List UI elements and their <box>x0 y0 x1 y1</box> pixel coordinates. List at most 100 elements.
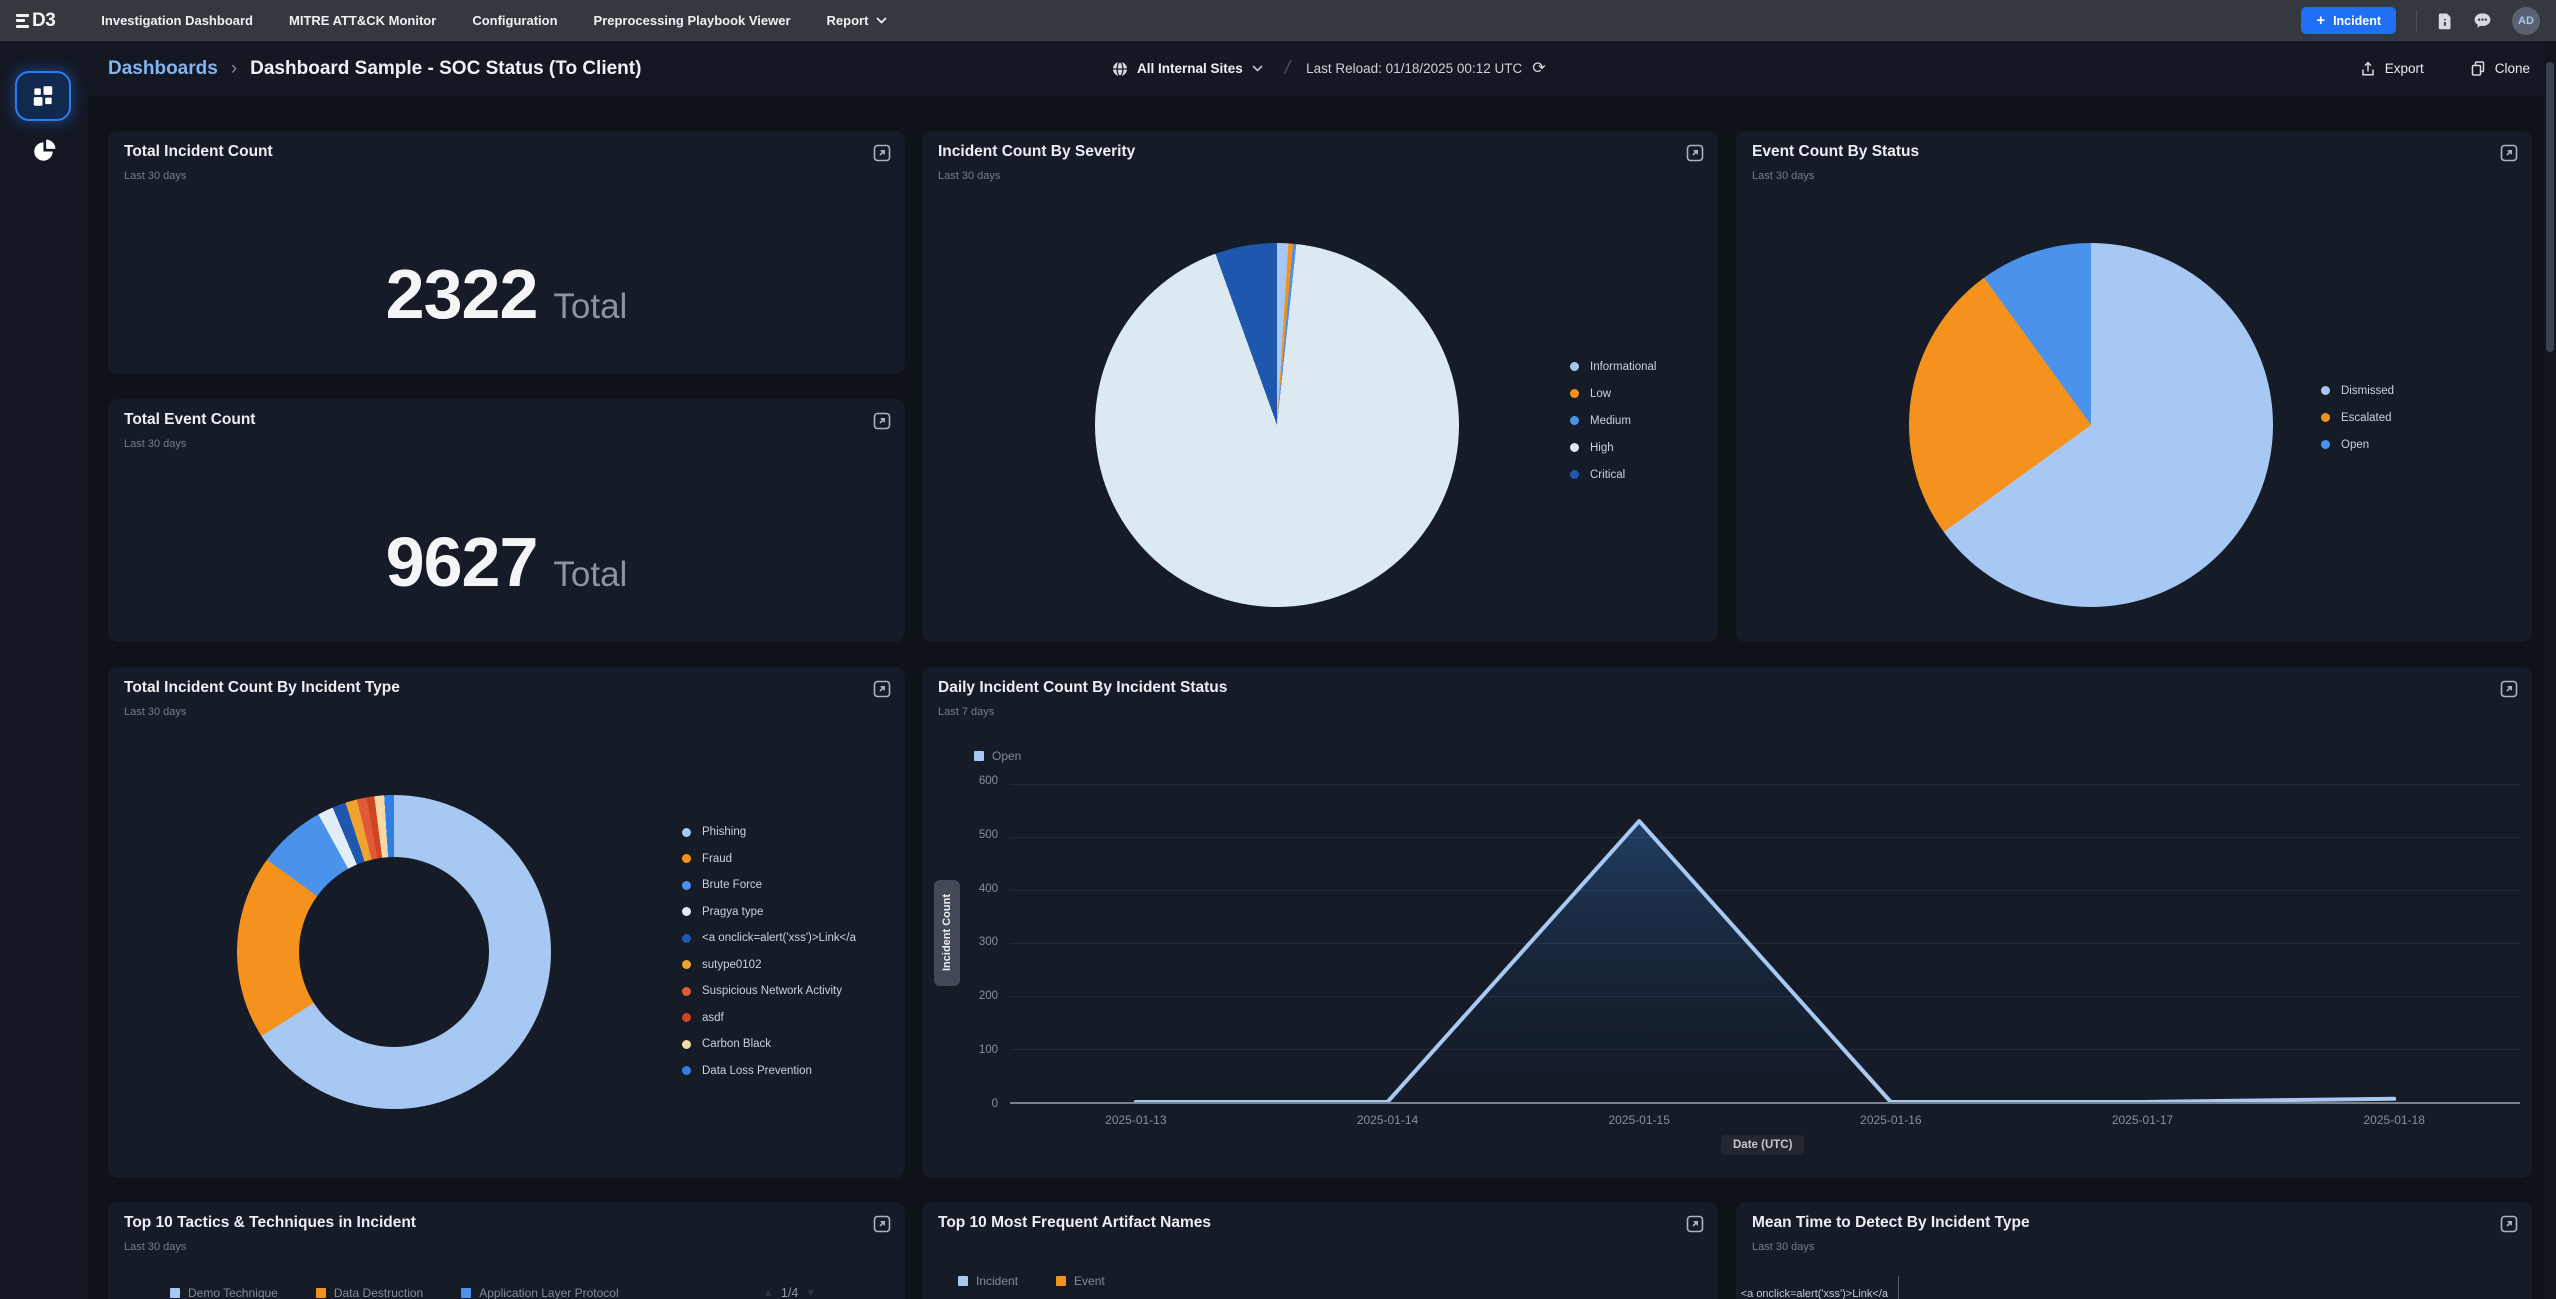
severity-legend: Informational Low Medium High Critical <box>1570 353 1656 488</box>
tactics-legend: Demo Technique Data Destruction Applicatio… <box>170 1286 619 1299</box>
expand-icon[interactable] <box>873 680 891 698</box>
legend-label: Low <box>1590 388 1611 400</box>
legend-item[interactable]: Pragya type <box>682 899 856 926</box>
chevron-down-icon[interactable] <box>1252 65 1263 72</box>
expand-icon[interactable] <box>873 144 891 162</box>
page-indicator: 1/4 <box>781 1286 798 1299</box>
legend-label: High <box>1590 442 1614 454</box>
legend-item[interactable]: Suspicious Network Activity <box>682 978 856 1005</box>
incident-type-donut-chart[interactable] <box>237 795 551 1109</box>
legend-item[interactable]: Phishing <box>682 819 856 846</box>
clone-icon <box>2470 60 2486 77</box>
legend-label: Brute Force <box>702 879 762 891</box>
legend-item[interactable]: Brute Force <box>682 872 856 899</box>
clone-button[interactable]: Clone <box>2470 60 2530 77</box>
axis-tick-label: 0 <box>992 1099 998 1111</box>
card-title: Top 10 Tactics & Techniques in Incident <box>124 1214 416 1232</box>
legend-swatch <box>682 828 691 837</box>
page-up-icon[interactable]: ▲ <box>763 1288 774 1299</box>
legend-item[interactable]: Dismissed <box>2321 377 2394 404</box>
refresh-icon[interactable]: ⟳ <box>1532 61 1545 77</box>
artifacts-legend: Incident Event <box>958 1274 1105 1288</box>
scrollbar-thumb[interactable] <box>2546 62 2554 352</box>
menu-mitre-attck-monitor[interactable]: MITRE ATT&CK Monitor <box>289 13 436 28</box>
sidebar-item-reports[interactable] <box>31 138 57 164</box>
legend-label: Incident <box>976 1274 1018 1288</box>
legend-label: Data Destruction <box>334 1286 423 1299</box>
legend-item[interactable]: Escalated <box>2321 404 2394 431</box>
pie-chart-icon <box>31 138 57 164</box>
menu-preprocessing-playbook-viewer[interactable]: Preprocessing Playbook Viewer <box>594 13 791 28</box>
legend-swatch <box>1570 443 1579 452</box>
legend-item[interactable]: <a onclick=alert('xss')>Link</a <box>682 925 856 952</box>
legend-item[interactable]: Open <box>2321 431 2394 458</box>
card-incident-count-by-severity: Incident Count By Severity Last 30 days … <box>922 131 1718 642</box>
legend-item[interactable]: asdf <box>682 1005 856 1032</box>
page-down-icon[interactable]: ▼ <box>805 1288 816 1299</box>
export-button[interactable]: Export <box>2360 61 2424 77</box>
legend-swatch <box>682 1066 691 1075</box>
legend-item[interactable]: Incident <box>958 1274 1018 1288</box>
axis-tick-label: 2025-01-14 <box>1262 1113 1514 1127</box>
axis-tick-label: 2025-01-15 <box>1513 1113 1765 1127</box>
severity-pie-chart[interactable] <box>1095 243 1459 607</box>
legend-label: Informational <box>1590 361 1656 373</box>
release-notes-icon[interactable] <box>2437 12 2453 30</box>
legend-swatch <box>682 854 691 863</box>
legend-item[interactable]: Medium <box>1570 407 1656 434</box>
dashboard-grid: Total Incident Count Last 30 days 2322 T… <box>88 96 2556 1299</box>
expand-icon[interactable] <box>873 1215 891 1233</box>
breadcrumb-separator: › <box>231 58 237 80</box>
legend-item[interactable]: High <box>1570 434 1656 461</box>
breadcrumb-dashboards-link[interactable]: Dashboards <box>108 58 218 80</box>
legend-item[interactable]: Low <box>1570 380 1656 407</box>
expand-icon[interactable] <box>2500 680 2518 698</box>
page-header-bar: Dashboards › Dashboard Sample - SOC Stat… <box>88 41 2556 96</box>
legend-label: Event <box>1074 1274 1105 1288</box>
site-filter-value[interactable]: All Internal Sites <box>1137 61 1243 76</box>
expand-icon[interactable] <box>1686 1215 1704 1233</box>
gridline <box>1010 996 2520 997</box>
menu-configuration[interactable]: Configuration <box>472 13 557 28</box>
expand-icon[interactable] <box>873 412 891 430</box>
legend-swatch <box>682 1040 691 1049</box>
event-status-pie-chart[interactable] <box>1909 243 2273 607</box>
card-period: Last 7 days <box>938 706 994 718</box>
legend-swatch <box>682 934 691 943</box>
legend-swatch <box>682 1013 691 1022</box>
legend-item[interactable]: Application Layer Protocol <box>461 1286 618 1299</box>
expand-icon[interactable] <box>2500 144 2518 162</box>
axis-tick-label: 300 <box>979 937 998 949</box>
axis-tick-label: 2025-01-16 <box>1765 1113 2017 1127</box>
new-incident-button[interactable]: + Incident <box>2301 7 2396 34</box>
user-avatar[interactable]: AD <box>2512 7 2540 35</box>
chat-icon[interactable] <box>2473 12 2492 29</box>
legend-item[interactable]: Event <box>1056 1274 1105 1288</box>
legend-item[interactable]: sutype0102 <box>682 952 856 979</box>
legend-item[interactable]: Data Loss Prevention <box>682 1058 856 1085</box>
legend-item[interactable]: Fraud <box>682 846 856 873</box>
card-period: Last 30 days <box>124 438 186 450</box>
legend-item[interactable]: Demo Technique <box>170 1286 278 1299</box>
menu-investigation-dashboard[interactable]: Investigation Dashboard <box>101 13 253 28</box>
d3-logo[interactable]: D3 <box>16 10 55 32</box>
legend-item[interactable]: Open <box>974 749 1021 763</box>
left-sidebar <box>0 41 88 1299</box>
legend-item[interactable]: Carbon Black <box>682 1031 856 1058</box>
legend-label: Application Layer Protocol <box>479 1286 618 1299</box>
menu-report[interactable]: Report <box>827 13 888 28</box>
legend-swatch <box>2321 440 2330 449</box>
dashboard-grid-icon <box>30 83 56 109</box>
legend-swatch <box>2321 386 2330 395</box>
axis-tick-label: 200 <box>979 991 998 1003</box>
legend-item[interactable]: Critical <box>1570 461 1656 488</box>
legend-item[interactable]: Informational <box>1570 353 1656 380</box>
legend-label: Demo Technique <box>188 1286 278 1299</box>
expand-icon[interactable] <box>2500 1215 2518 1233</box>
new-incident-label: Incident <box>2333 14 2381 28</box>
line-chart-plot-area[interactable] <box>1010 784 2520 1102</box>
expand-icon[interactable] <box>1686 144 1704 162</box>
sidebar-item-dashboards[interactable] <box>15 71 71 121</box>
chevron-down-icon <box>876 17 887 24</box>
legend-item[interactable]: Data Destruction <box>316 1286 423 1299</box>
